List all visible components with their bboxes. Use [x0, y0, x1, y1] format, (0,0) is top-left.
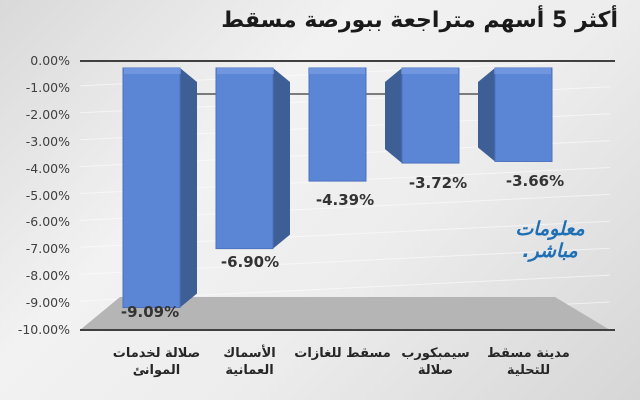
- chart-title: أكثر 5 أسهم متراجعة ببورصة مسقط: [221, 8, 618, 33]
- bar-top-highlight: [494, 68, 551, 74]
- x-tick-label: صلالة لخدمات الموانئ: [112, 346, 201, 378]
- x-tick-label: مسقط للغازات: [294, 346, 391, 361]
- bar-side-face: [273, 68, 290, 249]
- chart-floor: [80, 297, 610, 330]
- x-tick-label: مدينة مسقط للتحلية: [487, 346, 570, 378]
- bar-front-face: [494, 67, 553, 162]
- mubasher-logo: معلومات مباشر.: [500, 218, 600, 262]
- data-label: -4.39%: [315, 191, 375, 209]
- y-tick-label: -2.00%: [25, 106, 70, 122]
- y-tick-label: -5.00%: [25, 187, 70, 203]
- bar-side-face: [478, 68, 495, 162]
- x-tick-label: الأسماك العمانية: [223, 346, 276, 378]
- bar-top-highlight: [401, 68, 458, 74]
- logo-line2: مباشر.: [522, 240, 578, 262]
- y-tick-label: -4.00%: [25, 160, 70, 176]
- y-tick-label: -6.00%: [25, 214, 70, 230]
- y-tick-label: -10.00%: [17, 322, 70, 337]
- data-label: -3.66%: [505, 172, 565, 190]
- y-tick-label: -3.00%: [25, 133, 70, 149]
- x-tick-label: سيمبكورب صلالة: [401, 346, 470, 378]
- data-label: -9.09%: [120, 303, 180, 321]
- bar-front-face: [215, 67, 274, 250]
- y-tick-label: -8.00%: [25, 268, 70, 284]
- y-tick-label: -1.00%: [25, 79, 70, 95]
- bar-front-face: [122, 67, 181, 309]
- bar-side-face: [385, 68, 402, 164]
- bar-top-highlight: [217, 68, 274, 74]
- logo-line1: معلومات: [515, 218, 585, 240]
- bar-side-face: [180, 68, 197, 308]
- y-tick-label: 0.00%: [30, 53, 70, 68]
- data-label: -3.72%: [408, 174, 468, 192]
- bar-front-face: [401, 67, 460, 164]
- bar-top-highlight: [308, 68, 365, 74]
- y-tick-label: -9.00%: [25, 295, 70, 311]
- y-tick-label: -7.00%: [25, 241, 70, 257]
- bar-top-highlight: [124, 68, 181, 74]
- data-label: -6.90%: [220, 253, 280, 271]
- bar-front-face: [308, 67, 367, 182]
